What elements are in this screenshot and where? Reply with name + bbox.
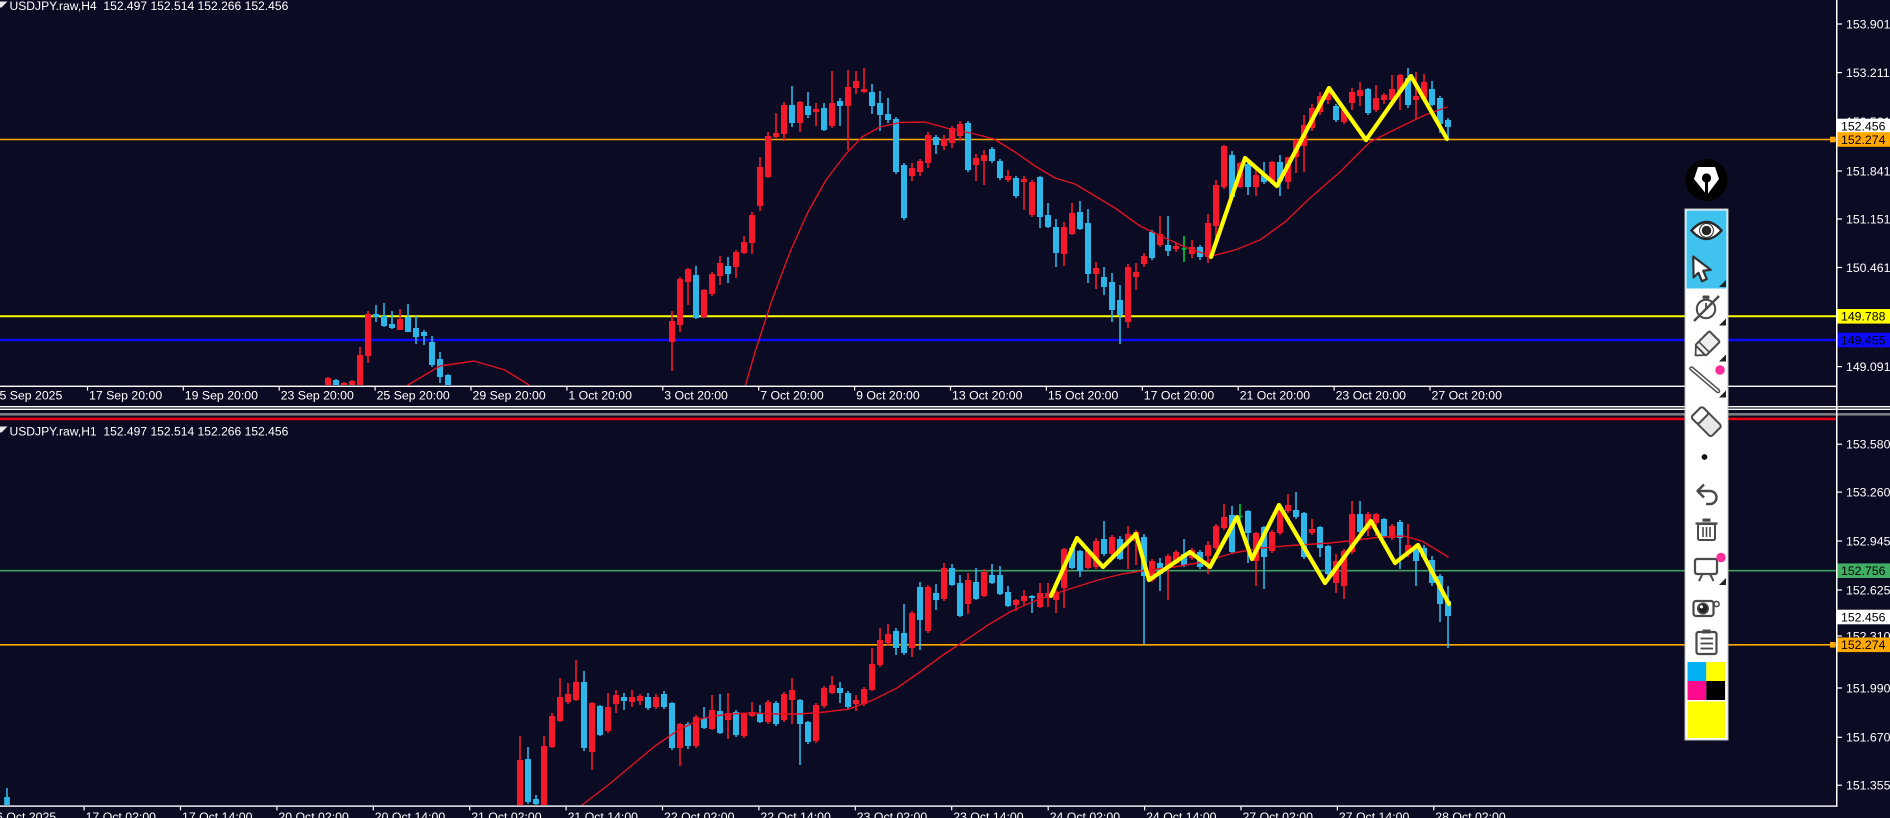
svg-text:24 Oct 14:00: 24 Oct 14:00 (1146, 810, 1217, 818)
svg-text:22 Oct 02:00: 22 Oct 02:00 (664, 810, 735, 818)
svg-text:27 Oct 14:00: 27 Oct 14:00 (1339, 810, 1410, 818)
svg-text:21 Oct 20:00: 21 Oct 20:00 (1240, 389, 1311, 403)
svg-text:15 Oct 20:00: 15 Oct 20:00 (1048, 389, 1119, 403)
svg-text:149.455: 149.455 (1841, 333, 1886, 347)
svg-text:149.091: 149.091 (1846, 360, 1890, 374)
svg-text:24 Oct 02:00: 24 Oct 02:00 (1050, 810, 1121, 818)
svg-text:20 Oct 14:00: 20 Oct 14:00 (375, 810, 446, 818)
svg-text:21 Oct 14:00: 21 Oct 14:00 (568, 810, 639, 818)
svg-text:153.260: 153.260 (1846, 486, 1890, 500)
svg-text:153.211: 153.211 (1846, 66, 1890, 80)
svg-text:153.580: 153.580 (1846, 438, 1890, 452)
svg-text:3 Oct 20:00: 3 Oct 20:00 (664, 389, 728, 403)
svg-text:23 Sep 20:00: 23 Sep 20:00 (281, 389, 354, 403)
svg-text:9 Oct 20:00: 9 Oct 20:00 (856, 389, 920, 403)
svg-text:21 Oct 02:00: 21 Oct 02:00 (471, 810, 542, 818)
svg-text:13 Oct 20:00: 13 Oct 20:00 (952, 389, 1023, 403)
svg-text:149.788: 149.788 (1841, 310, 1886, 324)
svg-text:152.625: 152.625 (1846, 583, 1890, 597)
svg-text:152.945: 152.945 (1846, 534, 1890, 548)
svg-text:23 Oct 14:00: 23 Oct 14:00 (953, 810, 1024, 818)
svg-text:16 Oct 2025: 16 Oct 2025 (0, 810, 56, 818)
svg-text:15 Sep 2025: 15 Sep 2025 (0, 389, 63, 403)
svg-text:152.756: 152.756 (1841, 564, 1886, 578)
svg-text:23 Oct 02:00: 23 Oct 02:00 (857, 810, 928, 818)
svg-text:17 Sep 20:00: 17 Sep 20:00 (89, 389, 162, 403)
svg-text:23 Oct 20:00: 23 Oct 20:00 (1336, 389, 1407, 403)
svg-text:USDJPY.raw,H4 152.497 152.514: USDJPY.raw,H4 152.497 152.514 152.266 15… (10, 0, 289, 13)
svg-text:151.990: 151.990 (1846, 681, 1890, 695)
svg-text:151.670: 151.670 (1846, 731, 1890, 745)
svg-text:25 Sep 20:00: 25 Sep 20:00 (377, 389, 450, 403)
svg-text:27 Oct 20:00: 27 Oct 20:00 (1432, 389, 1503, 403)
svg-text:17 Oct 14:00: 17 Oct 14:00 (182, 810, 253, 818)
svg-text:22 Oct 14:00: 22 Oct 14:00 (760, 810, 831, 818)
svg-text:152.456: 152.456 (1841, 610, 1886, 624)
svg-text:1 Oct 20:00: 1 Oct 20:00 (568, 389, 632, 403)
svg-text:151.355: 151.355 (1846, 779, 1890, 793)
svg-text:19 Sep 20:00: 19 Sep 20:00 (185, 389, 258, 403)
svg-text:152.274: 152.274 (1841, 133, 1886, 147)
svg-text:153.901: 153.901 (1846, 17, 1890, 31)
svg-text:29 Sep 20:00: 29 Sep 20:00 (473, 389, 546, 403)
svg-text:17 Oct 20:00: 17 Oct 20:00 (1144, 389, 1215, 403)
svg-text:27 Oct 02:00: 27 Oct 02:00 (1243, 810, 1314, 818)
svg-text:7 Oct 20:00: 7 Oct 20:00 (760, 389, 824, 403)
svg-text:152.274: 152.274 (1841, 638, 1886, 652)
svg-text:151.841: 151.841 (1846, 164, 1890, 178)
svg-text:USDJPY.raw,H1 152.497 152.514: USDJPY.raw,H1 152.497 152.514 152.266 15… (10, 425, 289, 439)
svg-text:28 Oct 02:00: 28 Oct 02:00 (1435, 810, 1506, 818)
svg-text:151.151: 151.151 (1846, 212, 1890, 226)
svg-text:150.461: 150.461 (1846, 261, 1890, 275)
svg-text:20 Oct 02:00: 20 Oct 02:00 (278, 810, 349, 818)
svg-text:152.456: 152.456 (1841, 119, 1886, 133)
svg-text:17 Oct 02:00: 17 Oct 02:00 (86, 810, 157, 818)
